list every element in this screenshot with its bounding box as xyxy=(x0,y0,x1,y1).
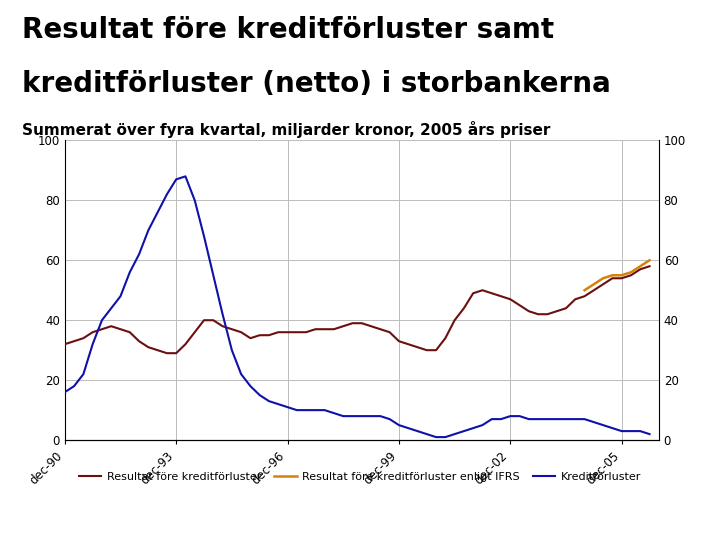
Text: ⚙: ⚙ xyxy=(653,24,675,48)
Text: Resultat före kreditförluster samt: Resultat före kreditförluster samt xyxy=(22,16,554,44)
Legend: Resultat före kreditförluster, Resultat före kreditförluster enligt IFRS, Kredit: Resultat före kreditförluster, Resultat … xyxy=(74,467,646,486)
Text: kreditförluster (netto) i storbankerna: kreditförluster (netto) i storbankerna xyxy=(22,70,611,98)
Text: Summerat över fyra kvartal, miljarder kronor, 2005 års priser: Summerat över fyra kvartal, miljarder kr… xyxy=(22,122,550,138)
Text: SVERIGES
RIKSBANK: SVERIGES RIKSBANK xyxy=(642,85,686,105)
